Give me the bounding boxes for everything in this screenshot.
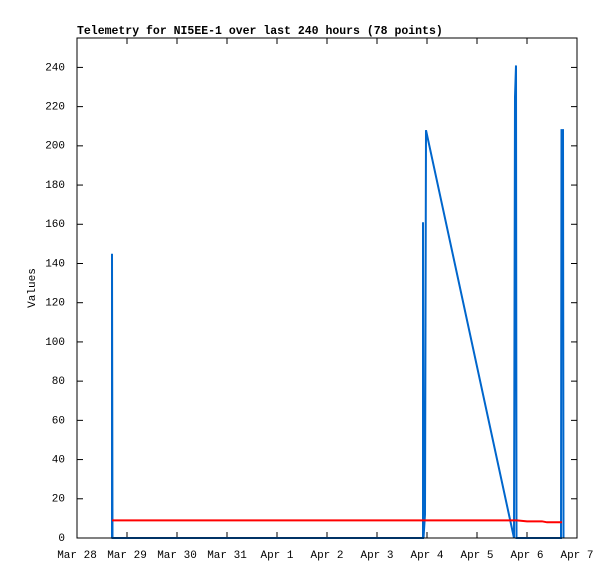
x-tick-label: Apr 4	[410, 550, 443, 562]
chart-title: Telemetry for NI5EE-1 over last 240 hour…	[77, 25, 443, 38]
plot-frame	[76, 37, 578, 539]
x-tick-label: Apr 3	[360, 550, 393, 562]
y-axis-label: Values	[27, 268, 39, 308]
y-tick-label: 200	[45, 141, 65, 153]
y-tick-label: 240	[45, 62, 65, 74]
x-tick-label: Mar 28	[57, 550, 97, 562]
data-line	[112, 519, 562, 524]
y-tick-label: 40	[52, 454, 65, 466]
y-tick-label: 0	[58, 533, 65, 545]
y-tick-label: 80	[52, 376, 65, 388]
x-tick-label: Mar 29	[107, 550, 147, 562]
x-tick-label: Apr 5	[460, 550, 493, 562]
y-tick-label: 100	[45, 337, 65, 349]
x-tick-label: Apr 6	[510, 550, 543, 562]
x-tick-label: Apr 7	[560, 550, 593, 562]
y-tick-label: 160	[45, 219, 65, 231]
x-tick-label: Apr 2	[310, 550, 343, 562]
x-tick-label: Mar 31	[207, 550, 247, 562]
y-tick-label: 60	[52, 415, 65, 427]
y-tick-label: 220	[45, 102, 65, 114]
y-tick-label: 180	[45, 180, 65, 192]
y-tick-label: 20	[52, 494, 65, 506]
y-tick-label: 140	[45, 258, 65, 270]
x-tick-label: Apr 1	[260, 550, 293, 562]
y-tick-label: 120	[45, 298, 65, 310]
x-tick-label: Mar 30	[157, 550, 197, 562]
